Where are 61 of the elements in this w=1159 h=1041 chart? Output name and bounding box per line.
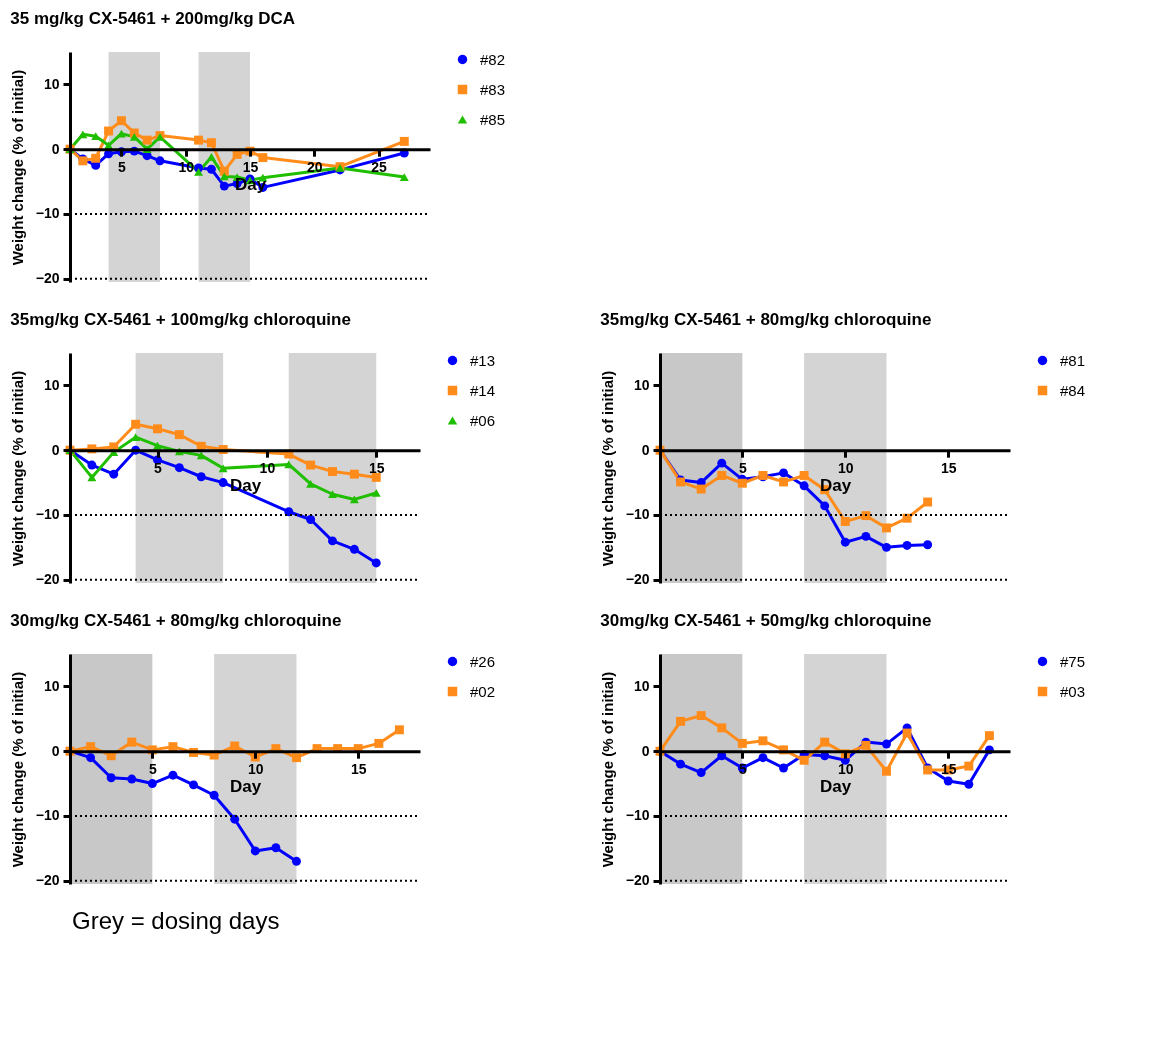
x-axis-title: Day bbox=[819, 776, 852, 796]
x-axis-title: Day bbox=[234, 174, 267, 194]
y-tick-label: 0 bbox=[51, 140, 60, 157]
chart-title: 35mg/kg CX-5461 + 100mg/kg chloroquine bbox=[10, 310, 351, 329]
y-tick-label: −10 bbox=[35, 506, 60, 523]
y-tick-label: 0 bbox=[51, 441, 60, 458]
y-tick-label: −10 bbox=[625, 506, 650, 523]
y-tick-label: −10 bbox=[625, 807, 650, 824]
y-tick-label: −20 bbox=[625, 872, 650, 889]
y-tick-label: −20 bbox=[35, 571, 60, 588]
legend-label: #14 bbox=[470, 381, 496, 399]
y-tick-label: 0 bbox=[641, 742, 650, 759]
y-tick-label: −20 bbox=[35, 270, 60, 287]
legend-label: #03 bbox=[1060, 682, 1086, 700]
x-tick-label: 15 bbox=[242, 158, 259, 175]
legend-label: #83 bbox=[480, 80, 506, 98]
text: Grey = dosing days bbox=[72, 907, 281, 935]
y-tick-label: −10 bbox=[35, 205, 60, 222]
x-axis-title: Day bbox=[819, 475, 852, 495]
y-axis-title: Weight change (% of initial) bbox=[8, 671, 26, 868]
x-tick-label: 15 bbox=[350, 760, 367, 777]
legend-label: #26 bbox=[470, 652, 496, 670]
x-axis-title: Day bbox=[229, 776, 262, 796]
y-axis-title: Weight change (% of initial) bbox=[8, 370, 26, 567]
x-tick-label: 15 bbox=[940, 760, 957, 777]
y-tick-label: 0 bbox=[51, 742, 60, 759]
y-axis-title: Weight change (% of initial) bbox=[598, 370, 616, 567]
x-tick-label: 5 bbox=[148, 760, 157, 777]
y-tick-label: −20 bbox=[625, 571, 650, 588]
x-tick-label: 5 bbox=[738, 459, 747, 476]
legend-label: #06 bbox=[470, 411, 496, 429]
y-axis-title: Weight change (% of initial) bbox=[8, 69, 26, 266]
y-tick-label: −20 bbox=[35, 872, 60, 889]
y-tick-label: 10 bbox=[633, 376, 650, 393]
chart-title: 30mg/kg CX-5461 + 80mg/kg chloroquine bbox=[10, 611, 342, 630]
y-axis-title: Weight change (% of initial) bbox=[598, 671, 616, 868]
x-tick-label: 10 bbox=[838, 459, 854, 476]
y-tick-label: 10 bbox=[43, 376, 60, 393]
y-tick-label: −10 bbox=[35, 807, 60, 824]
x-axis-title: Day bbox=[229, 475, 262, 495]
legend-label: #81 bbox=[1060, 351, 1086, 369]
chart-title: 35 mg/kg CX-5461 + 200mg/kg DCA bbox=[10, 9, 296, 28]
legend-label: #75 bbox=[1060, 652, 1086, 670]
chart-title: 30mg/kg CX-5461 + 50mg/kg chloroquine bbox=[600, 611, 932, 630]
y-tick-label: 10 bbox=[43, 75, 60, 92]
y-tick-label: 10 bbox=[633, 677, 650, 694]
chart-title: 35mg/kg CX-5461 + 80mg/kg chloroquine bbox=[600, 310, 932, 329]
x-tick-label: 10 bbox=[248, 760, 264, 777]
legend-label: #84 bbox=[1060, 381, 1086, 399]
legend-label: #13 bbox=[470, 351, 496, 369]
x-tick-label: 10 bbox=[838, 760, 854, 777]
x-tick-label: 15 bbox=[940, 459, 957, 476]
x-tick-label: 15 bbox=[368, 459, 385, 476]
x-tick-label: 5 bbox=[154, 459, 163, 476]
y-tick-label: 0 bbox=[641, 441, 650, 458]
legend-label: #85 bbox=[480, 110, 506, 128]
x-tick-label: 25 bbox=[371, 158, 388, 175]
legend-label: #82 bbox=[480, 50, 506, 68]
y-tick-label: 10 bbox=[43, 677, 60, 694]
x-tick-label: 5 bbox=[118, 158, 127, 175]
legend-label: #02 bbox=[470, 682, 496, 700]
